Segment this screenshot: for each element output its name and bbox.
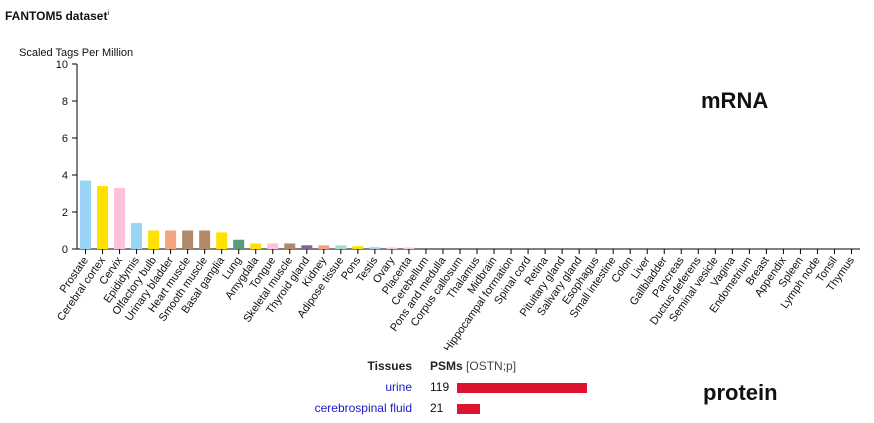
bar [165, 230, 177, 249]
bar [250, 243, 262, 249]
bar [386, 247, 398, 249]
y-tick-label: 8 [62, 96, 68, 108]
bar [301, 245, 313, 249]
bar [284, 243, 296, 249]
bar [318, 245, 330, 249]
y-tick-label: 10 [56, 59, 68, 71]
protein-label: protein [703, 380, 778, 405]
mrna-bar-chart: Scaled Tags Per Million0246810ProstateCe… [19, 47, 860, 350]
bar [182, 230, 194, 249]
bar [369, 247, 381, 249]
tissue-link[interactable]: urine [385, 380, 412, 394]
bar [216, 232, 228, 249]
bar [199, 230, 211, 249]
psms-header-label: PSMs [430, 359, 463, 373]
bar [352, 246, 364, 249]
psm-value: 21 [430, 401, 444, 415]
tissue-link[interactable]: cerebrospinal fluid [314, 401, 412, 415]
bar [233, 239, 245, 249]
bar [335, 245, 347, 249]
bar [80, 180, 92, 249]
psm-value: 119 [430, 380, 450, 394]
bar [97, 186, 109, 249]
y-tick-label: 6 [62, 133, 68, 145]
y-tick-label: 4 [62, 170, 68, 182]
y-tick-label: 2 [62, 207, 68, 219]
mrna-label: mRNA [701, 88, 769, 113]
tissues-header: Tissues [367, 359, 412, 373]
dataset-title: FANTOM5 dataseti [5, 9, 109, 23]
psm-bar [457, 383, 587, 393]
psm-bar [457, 404, 480, 414]
psms-header: PSMs [OSTN;p] [430, 359, 516, 373]
bar [114, 187, 126, 249]
bar [148, 230, 160, 249]
bar [131, 223, 143, 249]
y-tick-label: 0 [62, 244, 68, 256]
bar [403, 247, 415, 249]
protein-table: Tissues PSMs [OSTN;p] urine 119 cerebrospi… [0, 355, 874, 423]
y-axis-label: Scaled Tags Per Million [19, 47, 133, 59]
info-icon[interactable]: i [107, 10, 110, 17]
psms-header-gene: [OSTN;p] [466, 359, 517, 373]
dataset-title-text: FANTOM5 dataset [5, 9, 108, 23]
bar [267, 243, 279, 249]
